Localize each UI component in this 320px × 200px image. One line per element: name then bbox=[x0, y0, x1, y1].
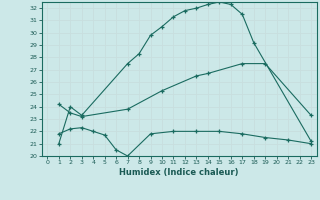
X-axis label: Humidex (Indice chaleur): Humidex (Indice chaleur) bbox=[119, 168, 239, 177]
